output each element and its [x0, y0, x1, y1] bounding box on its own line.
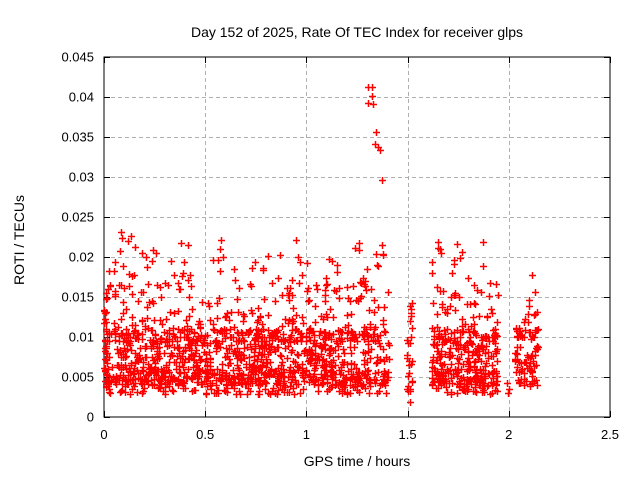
y-tick-label: 0.015 [61, 290, 94, 305]
x-axis-label: GPS time / hours [304, 453, 411, 469]
y-tick-label: 0.04 [69, 90, 94, 105]
y-tick-label: 0.01 [69, 330, 94, 345]
tick-labels: 0 0.5 1 1.5 2 2.5 0 0.005 0.01 0.015 0.02 0.025 0.03… [61, 50, 619, 443]
data-points [101, 84, 542, 406]
y-tick-label: 0.025 [61, 210, 94, 225]
chart-title: Day 152 of 2025, Rate Of TEC Index for r… [191, 24, 523, 40]
x-tick-label: 1.5 [399, 427, 417, 442]
plot-frame [103, 56, 611, 418]
x-tick-label: 1 [303, 427, 310, 442]
y-tick-label: 0 [87, 410, 94, 425]
y-axis-label: ROTI / TECUs [11, 195, 27, 285]
y-tick-label: 0.045 [61, 50, 94, 65]
x-tick-label: 0 [100, 427, 107, 442]
x-tick-label: 0.5 [196, 427, 214, 442]
y-tick-label: 0.005 [61, 370, 94, 385]
x-tick-label: 2.5 [601, 427, 619, 442]
y-tick-label: 0.02 [69, 250, 94, 265]
y-tick-label: 0.03 [69, 170, 94, 185]
y-tick-label: 0.035 [61, 130, 94, 145]
x-tick-label: 2 [505, 427, 512, 442]
